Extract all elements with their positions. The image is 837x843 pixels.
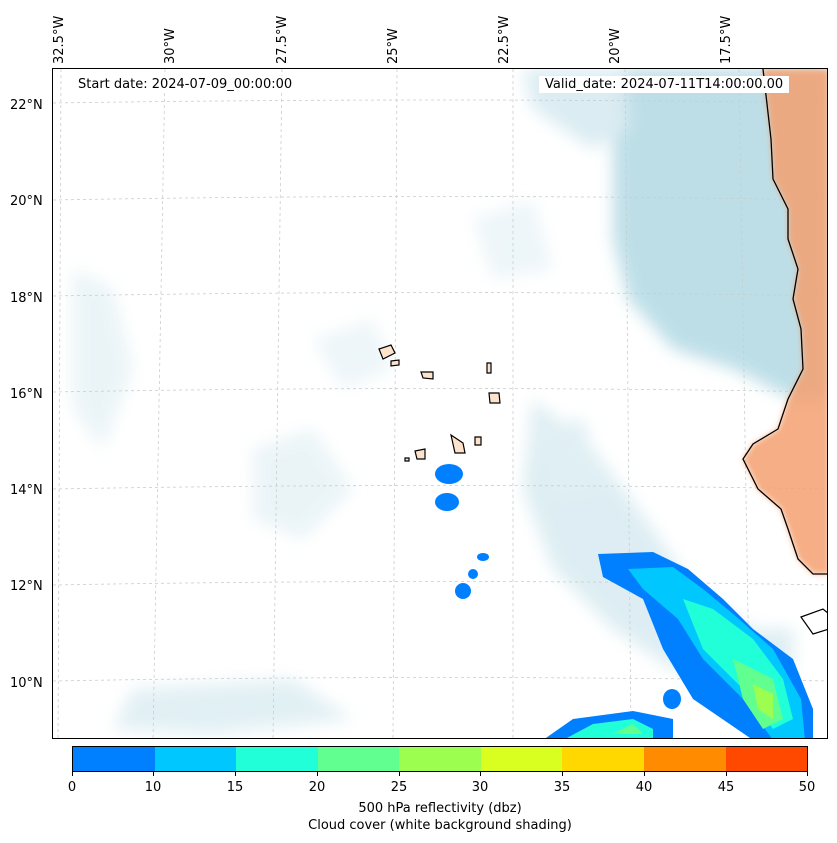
lon-label-25w: 25°W: [386, 28, 401, 64]
colorbar-swatch-0: [73, 747, 155, 771]
lat-label-12n: 12°N: [10, 579, 43, 594]
colorbar: [72, 746, 808, 772]
lon-label-27-5w: 27.5°W: [275, 15, 290, 64]
colorbar-tick-label: 20: [308, 780, 326, 795]
colorbar-swatch-6: [562, 747, 644, 771]
colorbar-tick: [480, 772, 481, 776]
colorbar-tick: [644, 772, 645, 776]
colorbar-swatch-5: [480, 747, 563, 771]
colorbar-tick-label: 25: [390, 780, 408, 795]
lon-label-20w: 20°W: [608, 28, 623, 64]
colorbar-tick: [399, 772, 400, 776]
colorbar-tick: [317, 772, 318, 776]
colorbar-tick-label: 10: [144, 780, 162, 795]
colorbar-tick: [72, 772, 73, 776]
colorbar-tick: [562, 772, 563, 776]
colorbar-tick-label: 50: [798, 780, 816, 795]
colorbar-tick-label: 15: [226, 780, 244, 795]
lat-label-10n: 10°N: [10, 676, 43, 691]
map-canvas: [53, 69, 827, 738]
lon-label-30w: 30°W: [163, 28, 178, 64]
african-coast: [742, 69, 827, 635]
colorbar-title: 500 hPa reflectivity (dbz): [358, 801, 522, 816]
colorbar-tick-label: 0: [67, 780, 77, 795]
reflectivity-contours: [435, 464, 813, 738]
lat-label-20n: 20°N: [10, 194, 43, 209]
start-date-label: Start date: 2024-07-09_00:00:00: [72, 76, 299, 93]
colorbar-swatch-8: [725, 747, 808, 771]
cape-verde-islands: [378, 344, 501, 462]
colorbar-swatch-4: [399, 747, 481, 771]
colorbar-tick-label: 30: [471, 780, 489, 795]
lon-label-22-5w: 22.5°W: [497, 15, 512, 64]
lat-label-22n: 22°N: [10, 98, 43, 113]
colorbar-swatch-2: [236, 747, 318, 771]
colorbar-swatch-3: [317, 747, 400, 771]
valid-date-label: Valid_date: 2024-07-11T14:00:00.00: [539, 76, 790, 93]
lon-label-17-5w: 17.5°W: [719, 15, 734, 64]
lat-label-16n: 16°N: [10, 387, 43, 402]
lon-label-32-5w: 32.5°W: [52, 15, 67, 64]
colorbar-tick-label: 40: [635, 780, 653, 795]
lat-label-14n: 14°N: [10, 483, 43, 498]
colorbar-tick-label: 45: [717, 780, 735, 795]
colorbar-tick: [726, 772, 727, 776]
map-panel[interactable]: [52, 68, 828, 739]
colorbar-subtitle: Cloud cover (white background shading): [308, 818, 572, 833]
colorbar-tick-label: 35: [553, 780, 571, 795]
lat-label-18n: 18°N: [10, 291, 43, 306]
colorbar-tick: [235, 772, 236, 776]
colorbar-swatch-7: [643, 747, 726, 771]
colorbar-tick: [807, 772, 808, 776]
colorbar-tick: [153, 772, 154, 776]
colorbar-swatch-1: [154, 747, 237, 771]
